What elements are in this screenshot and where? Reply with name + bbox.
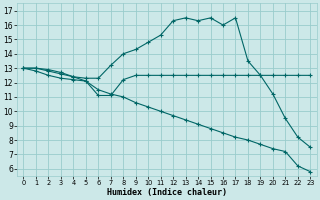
X-axis label: Humidex (Indice chaleur): Humidex (Indice chaleur) [107,188,227,197]
